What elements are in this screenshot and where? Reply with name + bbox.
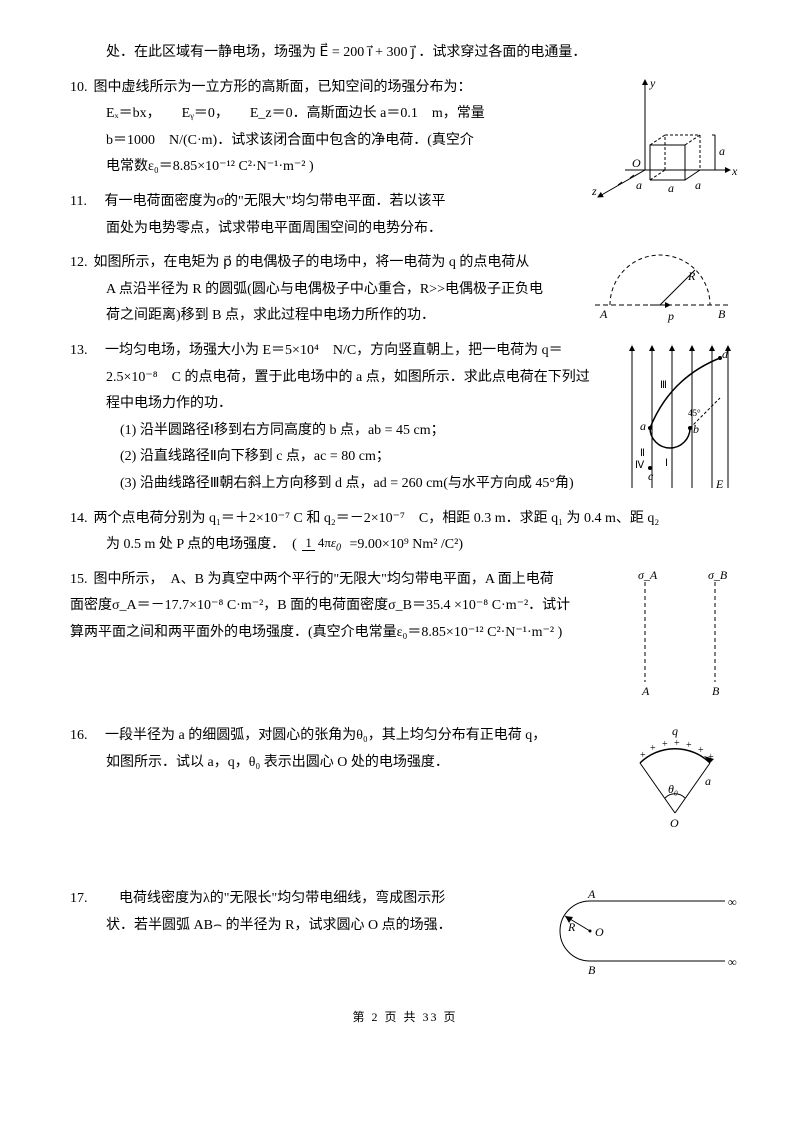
d: d bbox=[722, 347, 729, 361]
num: 15. bbox=[70, 567, 90, 594]
l3: b＝1000 N/(C·m)．试求该闭合面中包含的净电荷．(真空介 bbox=[70, 133, 474, 148]
svg-text:+: + bbox=[640, 750, 646, 761]
B: B bbox=[588, 963, 596, 976]
svg-text:+: + bbox=[650, 743, 656, 754]
B: B bbox=[712, 684, 720, 697]
l3: 荷之间距离)移到 B 点，求此过程中电场力所作的功． bbox=[70, 308, 435, 323]
l3: 算两平面之间和两平面外的电场强度．(真空介电常量ε₀＝8.85×10⁻¹² C²… bbox=[70, 625, 562, 640]
arc-field: +++++++ q a θ₀ O bbox=[610, 723, 740, 833]
x-label: x bbox=[731, 164, 738, 178]
sigmaB: σ_B bbox=[708, 568, 728, 582]
l1: 一段半径为 a 的细圆弧，对圆心的张角为θ₀，其上均匀分布有正电荷 q， bbox=[105, 728, 546, 743]
num: 16. bbox=[70, 723, 102, 750]
O-label: O bbox=[632, 156, 641, 170]
cube-diagram: x y z O a a a a bbox=[590, 75, 740, 200]
roman-2: Ⅱ bbox=[640, 448, 645, 459]
l4: 电常数ε₀＝8.85×10⁻¹² C²·N⁻¹·m⁻² ) bbox=[70, 159, 314, 174]
l2b: =9.00×10⁹ Nm² /C²) bbox=[350, 537, 463, 552]
angle: 45° bbox=[688, 408, 701, 418]
problem-11: 11. 有一电荷面密度为σ的"无限大"均匀带电平面．若以该平 面处为电势零点，试… bbox=[70, 189, 740, 242]
figure-10: x y z O a a a a bbox=[590, 75, 740, 200]
q: q bbox=[672, 724, 678, 738]
l2: 状．若半圆弧 AB⌢ 的半径为 R，试求圆心 O 点的场强． bbox=[70, 918, 452, 933]
l2: 如图所示．试以 a，q，θ₀ 表示出圆心 O 处的电场强度． bbox=[70, 755, 449, 770]
page-footer: 第 2 页 共 33 页 bbox=[70, 1006, 740, 1029]
roman-3: Ⅲ bbox=[660, 380, 667, 391]
svg-text:+: + bbox=[686, 740, 692, 751]
l2: A 点沿半径为 R 的圆弧(圆心与电偶极子中心重合，R>>电偶极子正负电 bbox=[70, 282, 543, 297]
figure-15: σ_A σ_B A B bbox=[620, 567, 740, 697]
l2a: 为 0.5 m 处 P 点的电场强度． ( bbox=[70, 537, 297, 552]
figure-16: +++++++ q a θ₀ O bbox=[610, 723, 740, 833]
inf2: ∞ bbox=[728, 955, 737, 969]
num: 12. bbox=[70, 250, 90, 277]
l2: 2.5×10⁻⁸ C 的点电荷，置于此电场中的 a 点，如图所示．求此点电荷在下… bbox=[70, 370, 590, 385]
E: E⃗ bbox=[715, 477, 733, 491]
A: A bbox=[587, 887, 596, 901]
sigmaA: σ_A bbox=[638, 568, 658, 582]
num: 17. bbox=[70, 886, 116, 913]
text: 处．在此区域有一静电场，场强为 E⃗ = 200 i⃗ + 300 j⃗ ．试求… bbox=[106, 45, 586, 60]
A: A bbox=[641, 684, 650, 697]
page: 处．在此区域有一静电场，场强为 E⃗ = 200 i⃗ + 300 j⃗ ．试求… bbox=[70, 40, 740, 1029]
num: 11. bbox=[70, 189, 101, 216]
l1: 有一电荷面密度为σ的"无限大"均匀带电平面．若以该平 bbox=[104, 194, 445, 209]
l1: 两个点电荷分别为 q₁＝＋2×10⁻⁷ C 和 q₂＝－2×10⁻⁷ C，相距 … bbox=[94, 511, 660, 526]
figure-12: A B R p⃗ bbox=[590, 250, 740, 325]
problem-15: σ_A σ_B A B 15. 图中所示， A、B 为真空中两个平行的"无限大"… bbox=[70, 567, 740, 647]
l1: 图中所示， A、B 为真空中两个平行的"无限大"均匀带电平面，A 面上电荷 bbox=[94, 572, 554, 587]
problem-16: +++++++ q a θ₀ O 16. 一段半径为 a 的细圆弧，对圆心的张角… bbox=[70, 723, 740, 776]
O: O bbox=[595, 925, 604, 939]
dipole-arc: A B R p⃗ bbox=[590, 250, 740, 325]
two-planes: σ_A σ_B A B bbox=[620, 567, 740, 697]
y-label: y bbox=[649, 76, 656, 90]
svg-text:+: + bbox=[698, 745, 704, 756]
figure-13: a b c d E⃗ Ⅰ Ⅱ Ⅲ Ⅳ 45° bbox=[620, 338, 740, 493]
problem-13: a b c d E⃗ Ⅰ Ⅱ Ⅲ Ⅳ 45° 13. 一均匀电场，场强大小为 E… bbox=[70, 338, 740, 498]
a4: a bbox=[719, 144, 725, 158]
R: R bbox=[567, 920, 576, 934]
svg-text:+: + bbox=[662, 739, 668, 750]
l2: 面密度σ_A＝－17.7×10⁻⁸ C·m⁻²，B 面的电荷面密度σ_B＝35.… bbox=[70, 598, 570, 613]
bent-line: A B R O ∞ ∞ bbox=[540, 886, 740, 976]
figure-17: A B R O ∞ ∞ bbox=[540, 886, 740, 976]
a: a bbox=[705, 774, 711, 788]
num: 13. bbox=[70, 338, 102, 365]
theta: θ₀ bbox=[668, 782, 678, 796]
B: B bbox=[718, 307, 726, 321]
num: 10. bbox=[70, 75, 90, 102]
a: a bbox=[640, 419, 646, 433]
l1: 电荷线密度为λ的"无限长"均匀带电细线，弯成图示形 bbox=[119, 891, 445, 906]
A: A bbox=[599, 307, 608, 321]
svg-text:+: + bbox=[674, 738, 680, 749]
roman-4: Ⅳ bbox=[635, 460, 645, 471]
fraction: 14πε0 bbox=[302, 536, 344, 554]
l3: 程中电场力作的功． bbox=[70, 396, 232, 411]
l1: 如图所示，在电矩为 p⃗ 的电偶极子的电场中，将一电荷为 q 的点电荷从 bbox=[94, 255, 530, 270]
problem-14: 14. 两个点电荷分别为 q₁＝＋2×10⁻⁷ C 和 q₂＝－2×10⁻⁷ C… bbox=[70, 506, 740, 559]
inf1: ∞ bbox=[728, 895, 737, 909]
problem-12: A B R p⃗ 12. 如图所示，在电矩为 p⃗ 的电偶极子的电场中，将一电荷… bbox=[70, 250, 740, 330]
l1: 图中虚线所示为一立方形的高斯面，已知空间的场强分布为： bbox=[94, 80, 472, 95]
l2: 面处为电势零点，试求带电平面周围空间的电势分布． bbox=[70, 221, 442, 236]
intro-tail: 处．在此区域有一静电场，场强为 E⃗ = 200 i⃗ + 300 j⃗ ．试求… bbox=[70, 40, 740, 67]
problem-17: A B R O ∞ ∞ 17. 电荷线密度为λ的"无限长"均匀带电细线，弯成图示… bbox=[70, 886, 740, 939]
l1: 一均匀电场，场强大小为 E＝5×10⁴ N/C，方向竖直朝上，把一电荷为 q＝ bbox=[105, 343, 563, 358]
field-paths: a b c d E⃗ Ⅰ Ⅱ Ⅲ Ⅳ 45° bbox=[620, 338, 740, 493]
O: O bbox=[670, 816, 679, 830]
problem-10: x y z O a a a a 10. bbox=[70, 75, 740, 181]
roman-1: Ⅰ bbox=[665, 458, 668, 469]
l2: Eₓ＝bx， Eᵧ＝0， E_z＝0．高斯面边长 a＝0.1 m，常量 bbox=[70, 106, 485, 121]
p: p⃗ bbox=[667, 309, 683, 323]
R: R bbox=[687, 269, 696, 283]
num: 14. bbox=[70, 506, 90, 533]
b: b bbox=[693, 422, 699, 436]
c: c bbox=[648, 469, 654, 483]
